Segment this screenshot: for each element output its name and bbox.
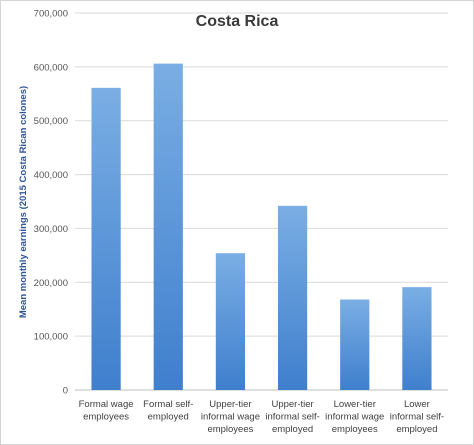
- bar: [215, 253, 246, 390]
- x-tick-label-line: employees: [83, 412, 129, 423]
- x-tick-label-line: Upper-tier: [271, 399, 313, 410]
- x-tick-label-line: informal self-: [265, 412, 319, 423]
- y-tick-label: 400,000: [34, 170, 68, 181]
- y-tick-label: 0: [63, 386, 68, 397]
- y-tick-label: 600,000: [34, 62, 68, 73]
- y-tick-label: 100,000: [34, 332, 68, 343]
- x-axis-ticks: Formal wage employees Formal self-employed…: [79, 399, 444, 435]
- x-tick-label-line: informal wage: [325, 412, 384, 423]
- x-tick-label-line: employed: [148, 412, 189, 423]
- y-tick-label: 200,000: [34, 278, 68, 289]
- x-tick-label-line: employed: [272, 424, 313, 435]
- bar: [402, 287, 432, 390]
- chart-title: Costa Rica: [196, 13, 279, 30]
- x-tick-label-line: employed: [396, 424, 437, 435]
- x-tick-label-line: informal wage: [201, 412, 260, 423]
- x-tick-label-line: Lower: [404, 399, 430, 410]
- x-tick-label-line: employees: [207, 424, 253, 435]
- y-tick-label: 300,000: [34, 224, 68, 235]
- gridlines: [75, 12, 448, 391]
- bar: [277, 205, 308, 390]
- x-tick-label-line: Lower-tier: [334, 399, 376, 410]
- y-tick-label: 700,000: [34, 9, 68, 20]
- x-tick-label-line: Formal wage: [79, 399, 134, 410]
- bar: [340, 299, 370, 390]
- bar: [153, 63, 183, 391]
- x-tick-label-line: Upper-tier: [209, 399, 251, 410]
- x-tick-label: Upper-tier informal wage employees: [201, 399, 260, 435]
- y-tick-label: 500,000: [34, 116, 68, 127]
- y-axis-label: Mean monthly earnings (2015 Costa Rican …: [18, 86, 29, 318]
- x-tick-label: Lower informal self-employed: [390, 399, 444, 435]
- x-tick-label: Lower-tier informal wage employees: [325, 399, 384, 435]
- x-tick-label: Formal self-employed: [143, 399, 193, 423]
- x-tick-label-line: Formal self-: [143, 399, 193, 410]
- y-axis-ticks: 0 100,000 200,000 300,000 400,000 500,000 600,…: [34, 9, 68, 397]
- x-tick-label: Formal wage employees: [79, 399, 134, 423]
- bar: [91, 87, 121, 391]
- x-tick-label-line: employees: [332, 424, 378, 435]
- bars: [91, 63, 432, 391]
- x-tick-label-line: informal self-: [390, 412, 444, 423]
- x-tick-label: Upper-tier informal self-employed: [265, 399, 319, 435]
